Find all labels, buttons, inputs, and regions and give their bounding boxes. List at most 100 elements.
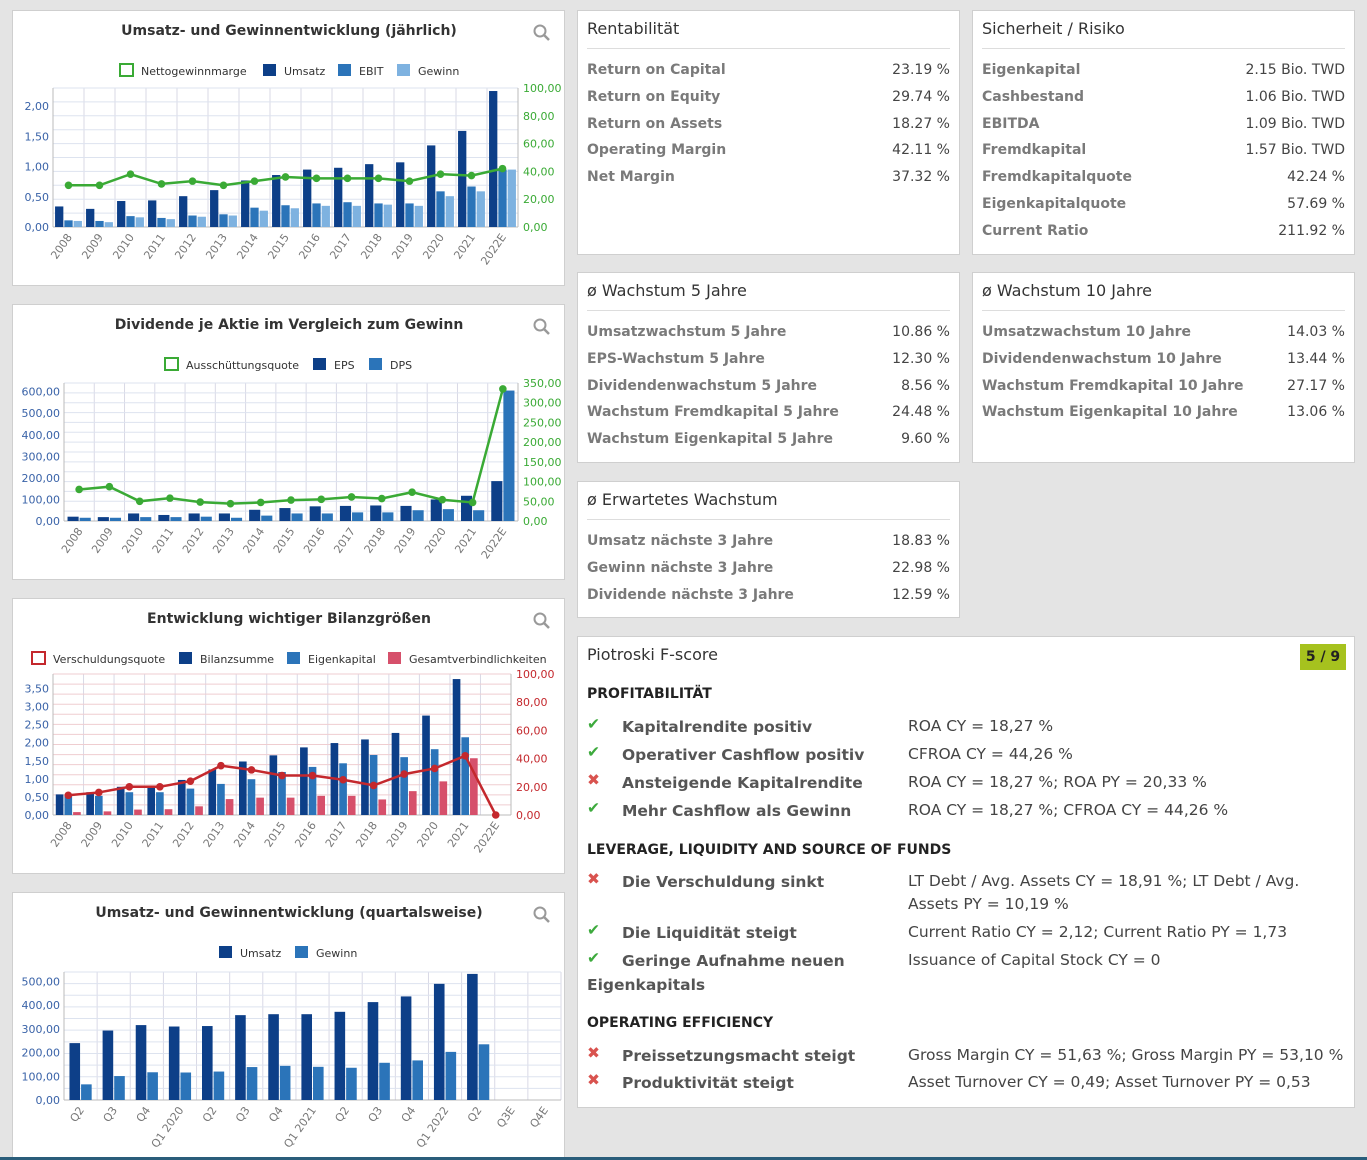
x-tick-label: 2019	[384, 819, 411, 849]
magnifier-icon[interactable]	[533, 612, 550, 629]
kpi-label: Umsatz nächste 3 Jahre	[587, 533, 774, 549]
bar	[73, 220, 82, 227]
y-tick-label-right: 300,00	[523, 397, 562, 410]
x-tick-label: 2013	[210, 525, 237, 555]
bar	[334, 1011, 346, 1100]
line-point	[166, 494, 174, 502]
kpi-label: Fremdkapital	[982, 142, 1087, 159]
y-tick-label-right: 20,00	[523, 193, 555, 206]
bar	[498, 169, 507, 227]
line-point	[461, 751, 470, 760]
y-tick-label-right: 40,00	[523, 165, 555, 178]
y-tick-label-left: 3,50	[25, 682, 50, 695]
bar	[396, 162, 405, 227]
legend-swatch	[313, 358, 326, 370]
x-tick-label: 2009	[89, 525, 116, 555]
line-point	[247, 766, 256, 774]
f-score-item: Mehr Cashflow als Gewinn ✔ ROA CY = 18,27 …	[587, 799, 1345, 823]
bar	[467, 973, 478, 1100]
bar	[170, 517, 182, 521]
y-tick-label-right: 0,00	[516, 809, 541, 822]
kpi-value: 1.57 Bio. TWD	[1245, 142, 1345, 159]
y-tick-label-left: 0,00	[25, 809, 50, 822]
f-score-badge: 5 / 9	[1300, 644, 1346, 670]
y-tick-label-right: 150,00	[523, 456, 562, 469]
f-score-criterion: Kapitalrendite positiv	[622, 718, 813, 736]
bar	[379, 1062, 390, 1100]
kpi-value: 12.59 %	[892, 586, 950, 603]
magnifier-icon[interactable]	[533, 318, 550, 335]
line-point	[186, 777, 195, 785]
bar	[352, 512, 364, 521]
bar	[461, 737, 470, 815]
legend-swatch	[164, 357, 179, 371]
bar	[135, 217, 144, 227]
line-point	[95, 788, 103, 797]
kpi-row: Eigenkapitalquote 57.69 %	[982, 196, 1345, 218]
y-tick-label-right: 200,00	[523, 436, 562, 449]
bar	[313, 1066, 324, 1100]
bar	[210, 190, 219, 227]
x-tick-label: 2016	[292, 819, 319, 849]
magnifier-icon[interactable]	[533, 24, 550, 41]
legend-swatch	[397, 64, 410, 76]
bar	[445, 1051, 457, 1100]
bar	[102, 1030, 114, 1100]
bar	[400, 996, 412, 1100]
x-tick-label: 2014	[231, 819, 258, 849]
bar	[352, 205, 361, 227]
legend-swatch	[369, 358, 382, 370]
bar	[286, 797, 295, 815]
y-tick-label-right: 0,00	[523, 515, 548, 528]
bar	[213, 1071, 225, 1100]
line-point	[468, 498, 477, 507]
x-tick-label: 2008	[48, 231, 75, 261]
kpi-row: Gewinn nächste 3 Jahre 22.98 %	[587, 560, 950, 582]
kpi-value: 9.60 %	[901, 431, 950, 448]
x-tick-label: 2021	[445, 819, 472, 849]
kpi-row: Wachstum Eigenkapital 5 Jahre 9.60 %	[587, 431, 950, 453]
bar	[414, 205, 423, 227]
kpi-value: 22.98 %	[892, 559, 950, 576]
bar	[166, 219, 175, 227]
panel-sicherheit-risiko: Sicherheit / Risiko Eigenkapital 2.15 Bio…	[972, 10, 1355, 255]
bar	[247, 779, 256, 815]
bar	[303, 169, 312, 227]
bar	[383, 204, 392, 227]
f-score-criterion: Geringe Aufnahme neuen Eigenkapitals	[587, 952, 845, 994]
magnifier-icon[interactable]	[533, 906, 550, 923]
bar	[55, 794, 64, 815]
f-score-detail: LT Debt / Avg. Assets CY = 18,91 %; LT D…	[908, 872, 1300, 913]
check-icon: ✔	[587, 921, 600, 939]
x-tick-label: 2011	[141, 231, 168, 261]
line-point	[430, 764, 439, 773]
kpi-row: Dividendenwachstum 5 Jahre 8.56 %	[587, 378, 950, 400]
kpi-row: Umsatzwachstum 5 Jahre 10.86 %	[587, 324, 950, 346]
panel-title: Sicherheit / Risiko	[982, 17, 1345, 49]
bar	[400, 757, 408, 815]
y-tick-label-left: 300,00	[22, 450, 61, 463]
line-point	[156, 783, 164, 791]
kpi-value: 14.03 %	[1287, 324, 1345, 340]
legend-label: Gewinn	[316, 947, 357, 960]
bar	[256, 797, 264, 815]
bar	[339, 763, 347, 815]
f-score-criterion: Die Liquidität steigt	[622, 924, 797, 942]
bar	[109, 517, 122, 521]
bar	[343, 202, 352, 227]
kpi-value: 42.11 %	[892, 142, 950, 159]
kpi-value: 24.48 %	[892, 404, 950, 421]
bar	[439, 781, 448, 815]
y-tick-label-right: 100,00	[523, 476, 562, 489]
f-score-criterion: Produktivität steigt	[622, 1074, 794, 1092]
kpi-row: Dividende nächste 3 Jahre 12.59 %	[587, 587, 950, 609]
f-score-detail: Gross Margin CY = 51,63 %; Gross Margin …	[908, 1046, 1344, 1064]
x-tick-label: 2013	[201, 819, 228, 849]
plot-area	[64, 972, 561, 1100]
bar	[478, 1044, 490, 1100]
y-tick-label-right: 0,00	[523, 221, 548, 234]
bar	[445, 196, 454, 227]
f-score-detail: Issuance of Capital Stock CY = 0	[908, 951, 1161, 969]
kpi-row: Current Ratio 211.92 %	[982, 223, 1345, 245]
kpi-value: 18.27 %	[892, 115, 950, 132]
